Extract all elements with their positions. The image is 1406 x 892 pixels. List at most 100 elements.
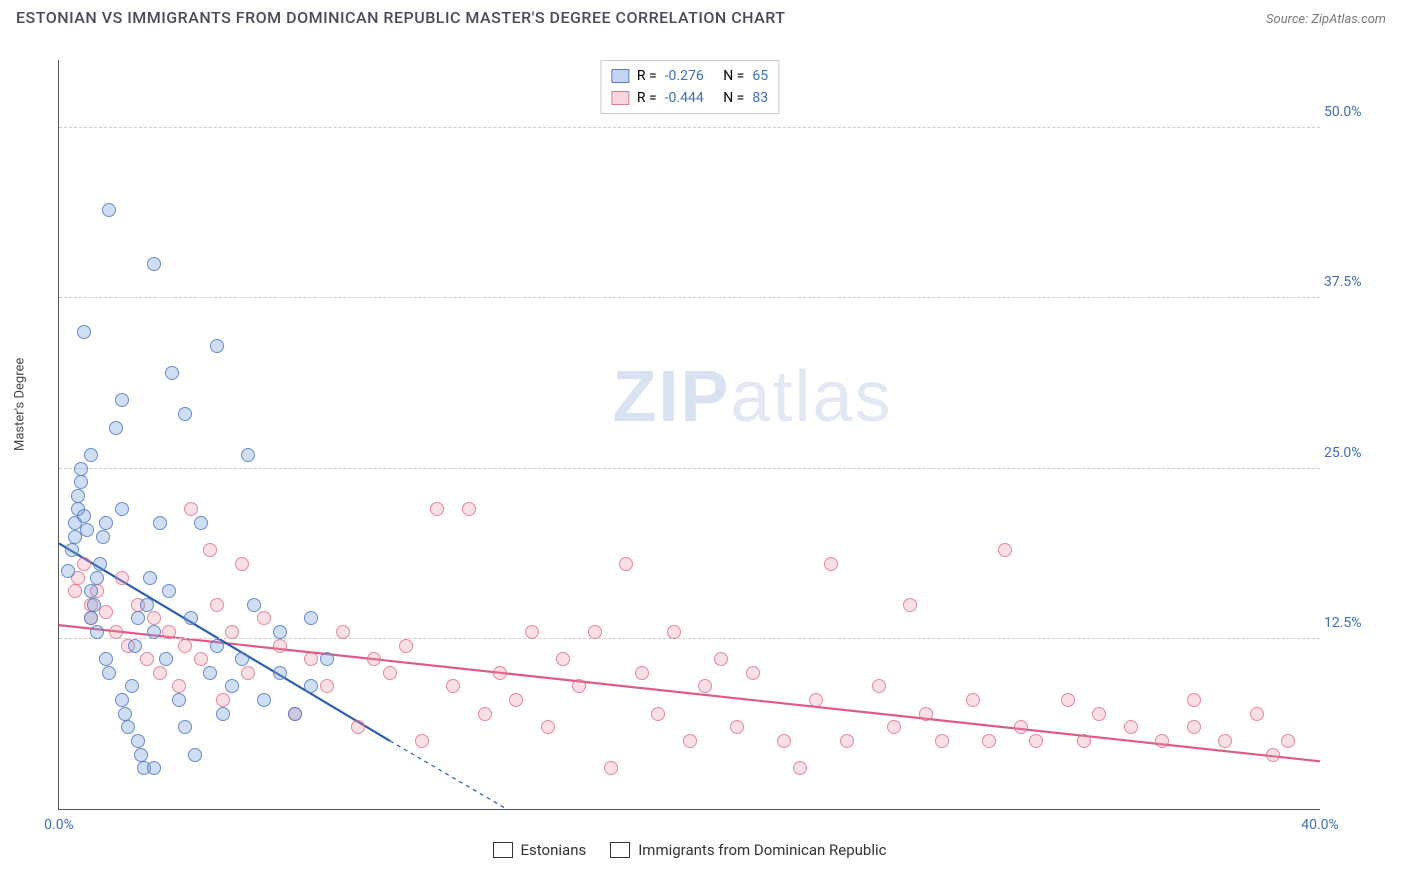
data-point-a	[84, 584, 98, 598]
data-point-b	[1077, 734, 1091, 748]
gridline-h	[59, 638, 1320, 639]
data-point-b	[887, 720, 901, 734]
legend-swatch-a-icon	[611, 69, 629, 83]
data-point-b	[210, 598, 224, 612]
y-tick-label: 12.5%	[1324, 615, 1384, 631]
data-point-a	[273, 666, 287, 680]
data-point-a	[172, 693, 186, 707]
data-point-a	[90, 571, 104, 585]
watermark: ZIPatlas	[612, 356, 892, 438]
data-point-b	[793, 761, 807, 775]
data-point-a	[74, 462, 88, 476]
data-point-b	[1014, 720, 1028, 734]
legend-swatch-b-icon	[611, 91, 629, 105]
data-point-a	[71, 489, 85, 503]
data-point-a	[109, 421, 123, 435]
data-point-b	[446, 679, 460, 693]
legend-label-b: Immigrants from Dominican Republic	[638, 841, 886, 859]
data-point-b	[115, 571, 129, 585]
legend-item-a: Estonians	[493, 841, 587, 859]
data-point-a	[210, 339, 224, 353]
gridline-h	[59, 468, 1320, 469]
data-point-b	[998, 543, 1012, 557]
data-point-a	[121, 720, 135, 734]
data-point-b	[1124, 720, 1138, 734]
data-point-a	[102, 203, 116, 217]
data-point-a	[115, 502, 129, 516]
data-point-a	[247, 598, 261, 612]
data-point-b	[383, 666, 397, 680]
data-point-b	[304, 652, 318, 666]
data-point-b	[572, 679, 586, 693]
chart-title: ESTONIAN VS IMMIGRANTS FROM DOMINICAN RE…	[16, 8, 786, 27]
data-point-b	[935, 734, 949, 748]
data-point-b	[216, 693, 230, 707]
data-point-b	[430, 502, 444, 516]
data-point-b	[619, 557, 633, 571]
data-point-a	[216, 707, 230, 721]
data-point-b	[241, 666, 255, 680]
data-point-b	[462, 502, 476, 516]
data-point-a	[147, 761, 161, 775]
data-point-b	[1281, 734, 1295, 748]
data-point-b	[840, 734, 854, 748]
data-point-a	[178, 720, 192, 734]
data-point-b	[1266, 748, 1280, 762]
data-point-b	[1187, 693, 1201, 707]
chart-source: Source: ZipAtlas.com	[1266, 12, 1386, 27]
data-point-a	[118, 707, 132, 721]
data-point-b	[525, 625, 539, 639]
data-point-b	[184, 502, 198, 516]
data-point-b	[777, 734, 791, 748]
data-point-a	[288, 707, 302, 721]
data-point-b	[225, 625, 239, 639]
data-point-a	[147, 625, 161, 639]
data-point-b	[683, 734, 697, 748]
data-point-b	[824, 557, 838, 571]
data-point-a	[74, 475, 88, 489]
data-point-b	[556, 652, 570, 666]
data-point-b	[982, 734, 996, 748]
data-point-a	[147, 257, 161, 271]
data-point-b	[730, 720, 744, 734]
legend-label-a: Estonians	[521, 841, 587, 859]
data-point-a	[165, 366, 179, 380]
data-point-b	[147, 611, 161, 625]
data-point-a	[115, 693, 129, 707]
y-tick-label: 50.0%	[1324, 104, 1384, 120]
y-tick-label: 25.0%	[1324, 445, 1384, 461]
data-point-a	[99, 516, 113, 530]
r-value-b: -0.444	[665, 87, 704, 109]
data-point-a	[241, 448, 255, 462]
data-point-a	[140, 598, 154, 612]
data-point-a	[80, 523, 94, 537]
data-point-b	[541, 720, 555, 734]
legend-stats: R = -0.276 N = 65 R = -0.444 N = 83	[600, 60, 779, 114]
data-point-a	[194, 516, 208, 530]
data-point-b	[509, 693, 523, 707]
data-point-a	[87, 598, 101, 612]
legend-swatch-a-icon	[493, 842, 513, 858]
n-value-a: 65	[752, 65, 768, 87]
data-point-a	[273, 625, 287, 639]
data-point-b	[651, 707, 665, 721]
chart-container: Master's Degree ZIPatlas R = -0.276 N = …	[16, 40, 1390, 862]
data-point-a	[131, 611, 145, 625]
data-point-a	[61, 564, 75, 578]
data-point-b	[194, 652, 208, 666]
data-point-a	[178, 407, 192, 421]
n-label-a: N =	[723, 65, 744, 87]
data-point-a	[93, 557, 107, 571]
data-point-b	[746, 666, 760, 680]
data-point-b	[635, 666, 649, 680]
data-point-a	[84, 611, 98, 625]
x-tick-label: 0.0%	[44, 817, 74, 833]
n-value-b: 83	[752, 87, 768, 109]
data-point-a	[257, 693, 271, 707]
data-point-a	[65, 543, 79, 557]
data-point-b	[478, 707, 492, 721]
data-point-b	[140, 652, 154, 666]
data-point-b	[77, 557, 91, 571]
n-label-b: N =	[723, 87, 744, 109]
data-point-b	[604, 761, 618, 775]
